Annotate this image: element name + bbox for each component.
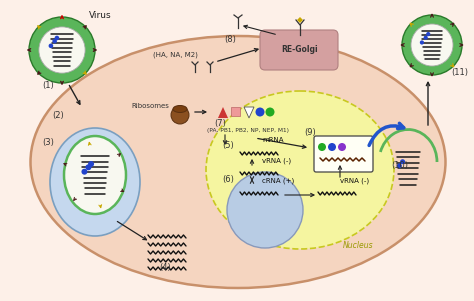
Ellipse shape [64, 136, 126, 214]
Circle shape [227, 172, 303, 248]
Text: (3): (3) [42, 138, 54, 147]
Ellipse shape [50, 128, 140, 236]
Circle shape [426, 32, 430, 36]
Circle shape [49, 44, 53, 48]
Circle shape [424, 36, 428, 40]
Text: RE-Golgi: RE-Golgi [282, 45, 319, 54]
Circle shape [400, 159, 405, 164]
Circle shape [82, 169, 87, 175]
FancyBboxPatch shape [260, 30, 338, 70]
Text: vRNA (-): vRNA (-) [262, 157, 291, 163]
Text: (9): (9) [304, 128, 316, 137]
Ellipse shape [173, 105, 187, 113]
Text: (7): (7) [214, 119, 226, 128]
Circle shape [328, 143, 336, 151]
Text: Nucleus: Nucleus [343, 241, 374, 250]
Circle shape [411, 24, 453, 66]
Circle shape [39, 27, 85, 73]
Circle shape [420, 40, 424, 45]
Text: cRNA (+): cRNA (+) [262, 178, 294, 185]
Text: (5): (5) [222, 141, 234, 150]
Text: Virus: Virus [89, 11, 111, 20]
Circle shape [52, 39, 57, 44]
Ellipse shape [206, 91, 394, 249]
Polygon shape [244, 107, 254, 118]
Text: mRNA: mRNA [262, 137, 283, 143]
Text: (10): (10) [392, 161, 409, 170]
Circle shape [338, 143, 346, 151]
Circle shape [29, 17, 95, 83]
Text: (1): (1) [42, 81, 54, 90]
Circle shape [55, 36, 59, 40]
FancyArrowPatch shape [369, 123, 404, 145]
Circle shape [255, 107, 264, 116]
Text: (2): (2) [52, 111, 64, 120]
Circle shape [88, 161, 94, 167]
Text: (HA, NA, M2): (HA, NA, M2) [153, 52, 198, 58]
Text: (6): (6) [222, 175, 234, 184]
FancyBboxPatch shape [314, 136, 373, 172]
Text: (11): (11) [452, 68, 468, 77]
Circle shape [397, 163, 402, 168]
Circle shape [265, 107, 274, 116]
Text: (8): (8) [224, 35, 236, 44]
Ellipse shape [30, 36, 446, 288]
FancyBboxPatch shape [231, 107, 240, 116]
Text: Ribosomes: Ribosomes [131, 103, 169, 109]
Circle shape [318, 143, 326, 151]
Circle shape [402, 15, 462, 75]
Circle shape [85, 164, 91, 170]
Polygon shape [297, 17, 303, 23]
Text: (4): (4) [159, 263, 171, 272]
Polygon shape [218, 107, 228, 118]
Text: (PA, PB1, PB2, NP, NEP, M1): (PA, PB1, PB2, NP, NEP, M1) [207, 128, 289, 133]
Circle shape [171, 106, 189, 124]
Text: vRNA (-): vRNA (-) [340, 178, 369, 185]
